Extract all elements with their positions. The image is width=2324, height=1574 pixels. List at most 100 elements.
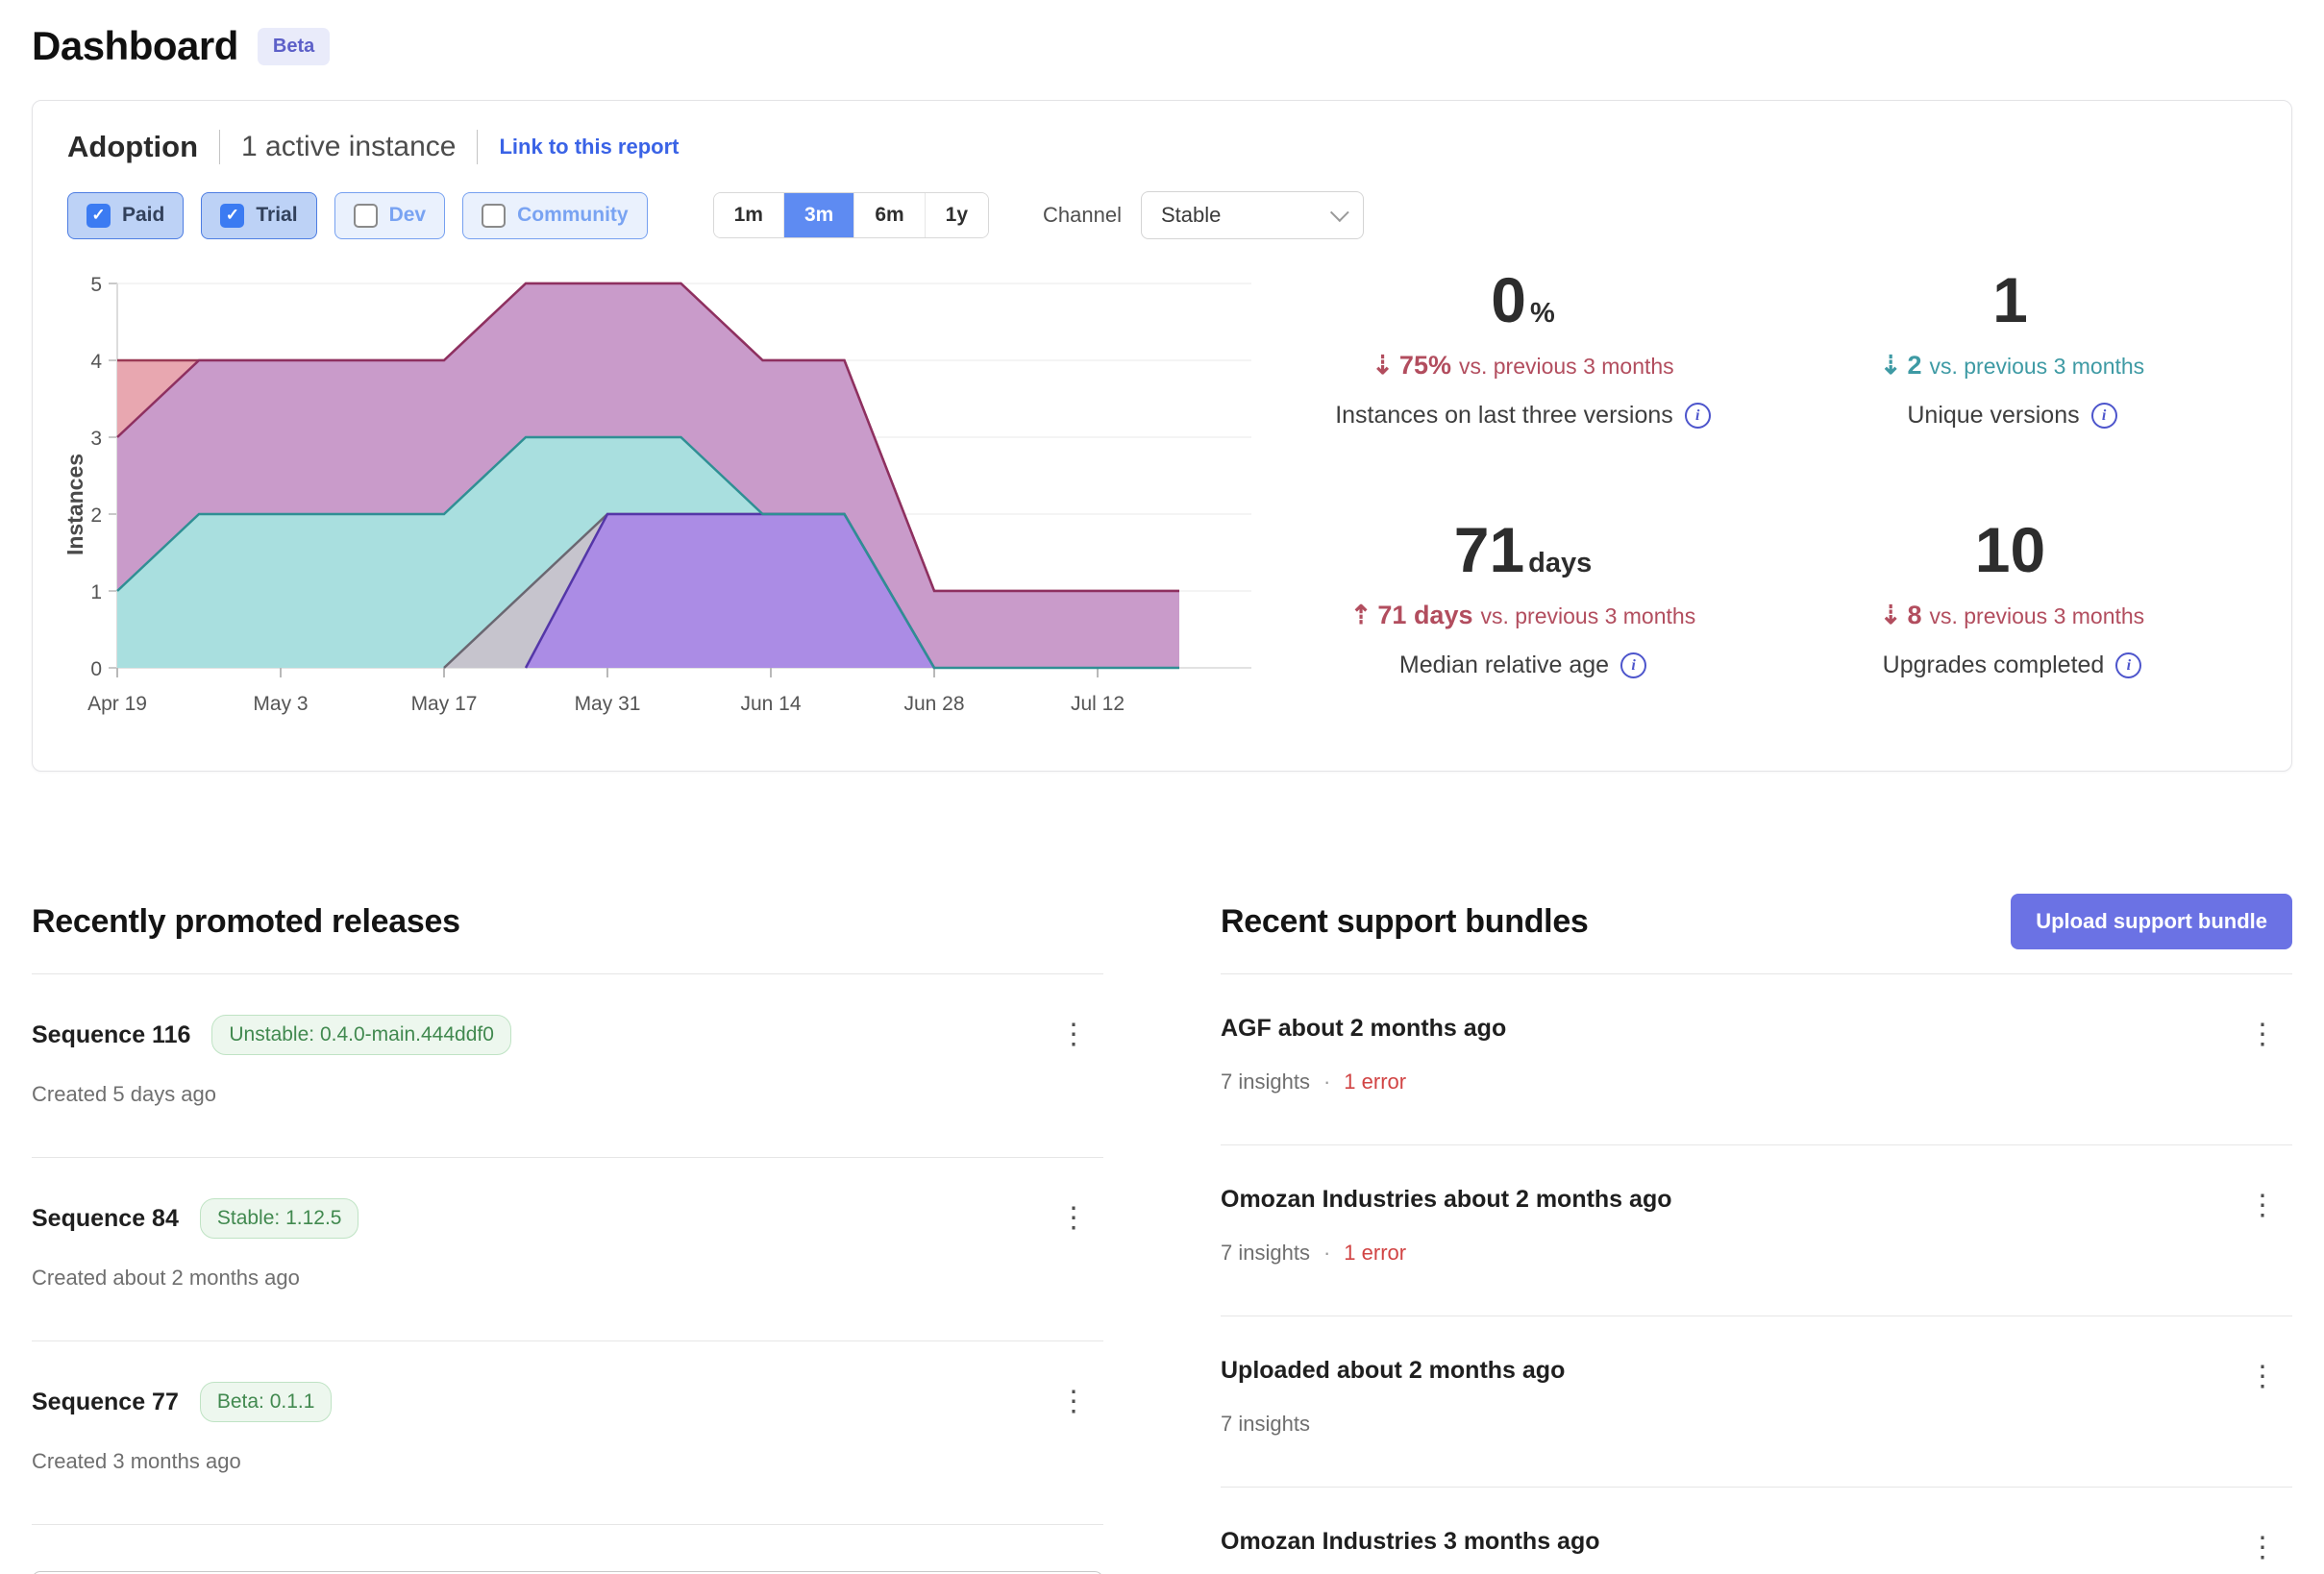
stat-delta-suffix: vs. previous 3 months <box>1480 603 1696 628</box>
stat-label-row: Instances on last three versions i <box>1278 402 1768 430</box>
stat-label: Unique versions <box>1907 402 2080 429</box>
svg-text:May 3: May 3 <box>253 693 308 715</box>
info-icon[interactable]: i <box>2090 403 2117 429</box>
adoption-card-header: Adoption 1 active instance Link to this … <box>67 130 2257 164</box>
svg-text:Jul 12: Jul 12 <box>1071 693 1125 715</box>
stat-number: 1 <box>1992 264 2028 335</box>
time-range-6m[interactable]: 6m <box>853 193 925 237</box>
bundle-insights: 7 insights <box>1221 1241 1310 1265</box>
stat-number: 10 <box>1974 514 2046 585</box>
release-row: Sequence 84 Stable: 1.12.5 Created about 2… <box>32 1158 1103 1341</box>
stat-delta-value: 75% <box>1398 351 1451 380</box>
release-list: Sequence 116 Unstable: 0.4.0-main.444ddf0… <box>32 973 1103 1525</box>
bundle-title: AGF about 2 months ago <box>1221 1015 1507 1042</box>
svg-text:May 31: May 31 <box>575 693 641 715</box>
lower-sections: Recently promoted releases Sequence 116 U… <box>32 885 2292 1574</box>
filter-label: Community <box>517 204 629 226</box>
stat-unit: days <box>1528 548 1593 578</box>
release-title: Sequence 116 <box>32 1021 191 1048</box>
time-range-group: 1m 3m 6m 1y <box>712 192 990 238</box>
bundle-title: Omozan Industries about 2 months ago <box>1221 1186 1672 1213</box>
trend-down-icon: ⇣ <box>1879 351 1902 380</box>
bundle-row[interactable]: Uploaded about 2 months ago 7 insights ⋮ <box>1221 1316 2292 1488</box>
license-filters: ✓ Paid ✓ Trial Dev Community <box>67 191 665 239</box>
stat-delta-suffix: vs. previous 3 months <box>1929 354 2145 379</box>
line-version-teal <box>116 435 1179 670</box>
stat-delta-suffix: vs. previous 3 months <box>1458 354 1674 379</box>
checkbox-checked-icon: ✓ <box>87 203 111 228</box>
info-icon[interactable]: i <box>1620 652 1647 678</box>
svg-text:Instances: Instances <box>67 454 87 555</box>
checkbox-unchecked-icon <box>353 203 378 228</box>
bundle-meta: 7 insights · 1 error <box>1221 1070 2235 1094</box>
bundle-insights: 7 insights <box>1221 1412 1310 1436</box>
channel-selected-value: Stable <box>1160 203 1222 227</box>
stat-card: 0% ⇣ 75% vs. previous 3 months Instances on … <box>1278 268 1768 430</box>
row-menu-button[interactable]: ⋮ <box>2248 1019 2277 1050</box>
bundles-header: Recent support bundles Upload support bu… <box>1221 885 2292 958</box>
time-range-1y[interactable]: 1y <box>924 193 989 237</box>
stat-card: 1 ⇣ 2 vs. previous 3 months Unique versions i <box>1768 268 2257 430</box>
bundle-row-head: AGF about 2 months ago <box>1221 1015 2235 1043</box>
stat-unit: % <box>1529 298 1555 329</box>
row-menu-button[interactable]: ⋮ <box>2248 1361 2277 1392</box>
filter-label: Trial <box>256 204 298 226</box>
trend-down-icon: ⇣ <box>1879 601 1902 629</box>
svg-text:Jun 28: Jun 28 <box>903 693 964 715</box>
release-row-head: Sequence 116 Unstable: 0.4.0-main.444ddf0 <box>32 1015 1046 1055</box>
chevron-down-icon <box>1329 203 1349 223</box>
info-icon[interactable]: i <box>2115 652 2142 678</box>
link-to-report[interactable]: Link to this report <box>499 135 680 159</box>
bundle-row[interactable]: AGF about 2 months ago 7 insights · 1 error… <box>1221 974 2292 1145</box>
stat-label-row: Median relative age i <box>1278 652 1768 679</box>
release-title: Sequence 77 <box>32 1388 179 1415</box>
channel-select[interactable]: Stable <box>1140 191 1364 239</box>
time-range-3m[interactable]: 3m <box>782 193 854 237</box>
channel-wrap: Channel Stable <box>1043 191 1364 239</box>
bundle-title: Omozan Industries 3 months ago <box>1221 1528 1600 1555</box>
releases-heading: Recently promoted releases <box>32 902 460 940</box>
svg-text:May 17: May 17 <box>411 693 478 715</box>
release-title: Sequence 84 <box>32 1204 179 1232</box>
info-icon[interactable]: i <box>1684 403 1711 429</box>
svg-text:2: 2 <box>90 504 102 527</box>
svg-text:4: 4 <box>90 351 102 373</box>
row-menu-button[interactable]: ⋮ <box>1059 1019 1088 1050</box>
line-version-magenta <box>116 282 1179 593</box>
release-channel-badge: Unstable: 0.4.0-main.444ddf0 <box>211 1015 511 1055</box>
release-channel-badge: Stable: 1.12.5 <box>199 1198 359 1239</box>
checkbox-checked-icon: ✓ <box>220 203 245 228</box>
row-menu-button[interactable]: ⋮ <box>2248 1190 2277 1221</box>
bundles-section: Recent support bundles Upload support bu… <box>1221 885 2292 1574</box>
bundle-row[interactable]: Omozan Industries about 2 months ago 7 in… <box>1221 1145 2292 1316</box>
filter-trial[interactable]: ✓ Trial <box>201 191 317 239</box>
stat-value: 71 days <box>1278 518 1768 581</box>
stat-number: 71 <box>1453 514 1525 585</box>
release-row: Sequence 77 Beta: 0.1.1 Created 3 months a… <box>32 1341 1103 1525</box>
stat-delta: ⇣ 75% vs. previous 3 months <box>1278 351 1768 381</box>
trend-up-icon: ⇡ <box>1349 601 1372 629</box>
adoption-card-body: 0 1 2 3 4 5 Apr 19 May 3 May 17 May 31 Jun 14 Jun 2… <box>62 264 2257 730</box>
active-instance-count: 1 active instance <box>241 131 457 162</box>
stat-label: Median relative age <box>1398 652 1610 678</box>
release-created: Created 3 months ago <box>32 1449 241 1473</box>
svg-text:1: 1 <box>90 581 102 603</box>
row-menu-button[interactable]: ⋮ <box>1059 1386 1088 1417</box>
filter-dev[interactable]: Dev <box>334 191 446 239</box>
row-menu-button[interactable]: ⋮ <box>1059 1202 1088 1234</box>
stat-delta: ⇣ 2 vs. previous 3 months <box>1768 351 2257 381</box>
release-channel-badge: Beta: 0.1.1 <box>199 1382 333 1422</box>
bundle-list: AGF about 2 months ago 7 insights · 1 error… <box>1221 973 2292 1574</box>
row-menu-button[interactable]: ⋮ <box>2248 1532 2277 1563</box>
filter-paid[interactable]: ✓ Paid <box>67 191 185 239</box>
time-range-1m[interactable]: 1m <box>713 193 783 237</box>
filter-community[interactable]: Community <box>462 191 648 239</box>
bundle-errors: 1 error <box>1344 1241 1407 1265</box>
bundle-insights: 7 insights <box>1221 1070 1310 1094</box>
filter-label: Paid <box>122 204 165 226</box>
svg-text:Apr 19: Apr 19 <box>87 693 147 715</box>
upload-support-bundle-button[interactable]: Upload support bundle <box>2011 894 2292 949</box>
stat-delta-suffix: vs. previous 3 months <box>1929 603 2145 628</box>
releases-section: Recently promoted releases Sequence 116 U… <box>32 885 1103 1574</box>
